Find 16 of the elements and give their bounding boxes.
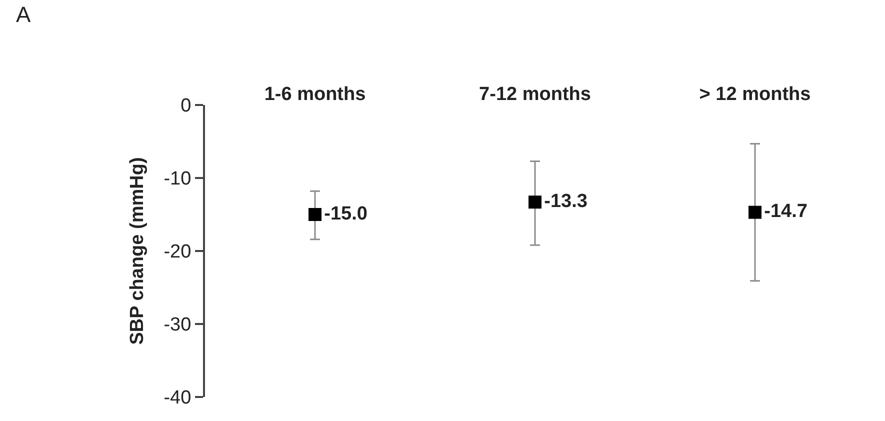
x-tick-label: 1-6 months [264, 84, 366, 106]
x-tick-label: > 12 months [699, 84, 811, 106]
y-tick-label: -30 [164, 314, 192, 336]
data-label: -14.7 [764, 201, 808, 222]
y-tick-label: -10 [164, 168, 192, 190]
y-tick-label: -40 [164, 388, 192, 409]
y-tick-label: 0 [180, 96, 192, 117]
point [748, 206, 762, 219]
text: A [16, 2, 31, 27]
x-tick-label: 7-12 months [479, 84, 591, 106]
data-label: -15.0 [324, 203, 368, 224]
y-axis-title: SBP change (mmHg) [127, 157, 148, 345]
point [528, 196, 542, 209]
data-label: -13.3 [544, 190, 588, 212]
y-tick-label: -20 [164, 242, 192, 263]
point [308, 208, 322, 221]
